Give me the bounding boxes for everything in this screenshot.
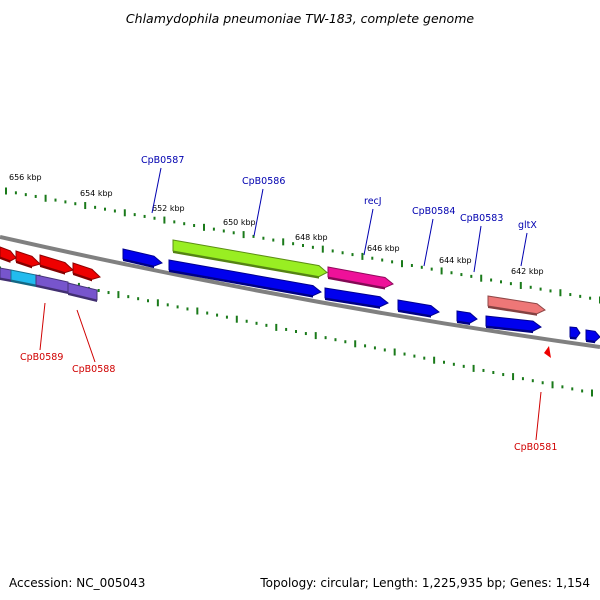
gene-label-leader [39,302,46,351]
gene-label-leader [473,225,482,273]
scale-label: 650 kbp [223,218,256,227]
gene-arrow [72,262,101,280]
gene-label-leader [535,391,542,441]
gene-arrow-CpB0581 [544,346,551,358]
gene-arrow-shadow [40,265,65,275]
gene-arrow [585,329,600,342]
gene-arrow-shadow [173,251,319,279]
gene-arrow-shadow [325,298,380,309]
gene-arrow [324,287,389,308]
gene-arrow-shadow [0,257,11,263]
gene-arrow-shadow [169,270,313,298]
gene-label-leader [253,188,264,237]
gene-arrow-shadow [73,273,92,282]
gene-arrow [397,299,440,317]
gene-arrow-shadow [16,261,32,269]
gene-arrow [172,239,328,278]
gene-arrow-shadow [457,321,470,325]
gene-arrow-shadow [0,278,11,282]
gene-arrow [39,254,74,274]
gene-arrow [485,315,542,332]
scale-label: 644 kbp [439,256,472,265]
scale-label: 654 kbp [80,189,113,198]
gene-arrow [15,250,41,267]
gene-arrow-shadow [586,340,596,344]
gene-label-reverse: CpB0589 [20,352,63,363]
gene-label-leader [423,218,434,267]
gene-arrow [122,248,163,267]
gene-label-leader [363,208,374,256]
gene-arrow-shadow [123,259,154,269]
gene-label-reverse: CpB0588 [72,364,115,375]
gene-label-reverse: CpB0581 [514,442,557,453]
gene-arrow [569,326,581,339]
scale-label: 656 kbp [9,173,42,182]
gene-arrow-shadow [36,285,68,294]
gene-arrow-shadow [488,306,537,316]
gene-arrow [456,310,478,324]
gene-label-forward: recJ [364,196,382,207]
scale-label: 648 kbp [295,233,328,242]
gene-arrow-shadow [486,326,533,334]
map-title: Chlamydophila pneumoniae TW-183, complet… [126,11,474,26]
gene-label-leader [520,232,528,267]
gene-arrow [0,267,12,281]
gene-label-leader [76,309,96,363]
gene-arrow-shadow [570,337,577,340]
gene-arrow [327,266,394,289]
gene-arrow-shadow [11,280,36,287]
scale-labels: 656 kbp 654 kbp 652 kbp 650 kbp 648 kbp 646 k… [9,173,544,276]
gene-arrow-shadow [68,293,97,302]
gene-label-forward: CpB0587 [141,155,184,166]
genome-backbone [0,235,600,349]
gene-features [0,239,600,358]
gene-label-forward: CpB0586 [242,176,285,187]
gene-label-leader [151,167,162,214]
gene-label-forward: CpB0584 [412,206,455,217]
gene-arrow [168,259,322,297]
accession-text: Accession: NC_005043 [9,576,145,590]
scale-label: 646 kbp [367,244,400,253]
scale-label: 652 kbp [152,204,185,213]
gene-arrow [487,295,546,315]
gene-label-forward: CpB0583 [460,213,503,224]
gene-arrow-shadow [328,277,385,290]
genome-summary-text: Topology: circular; Length: 1,225,935 bp… [259,576,590,590]
gene-arrow-shadow [398,310,431,318]
scale-label: 642 kbp [511,267,544,276]
gene-label-forward: gltX [518,220,537,231]
gene-labels: CpB0587 CpB0586 recJ CpB0584 CpB0583 gltX CpB0… [20,155,557,453]
outer-scale-ticks [5,187,600,304]
gene-arrow [0,246,17,262]
